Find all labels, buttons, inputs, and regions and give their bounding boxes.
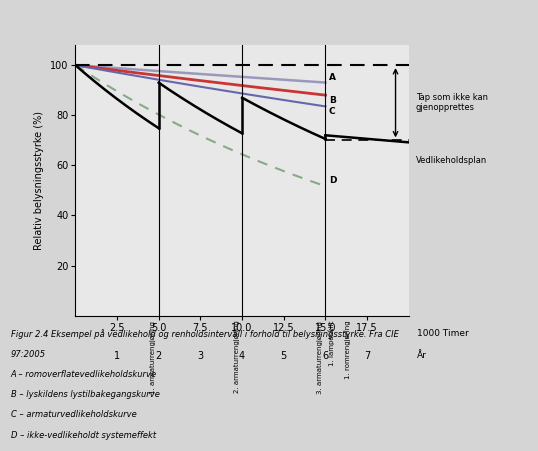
Text: C – armaturvedlikeholdskurve: C – armaturvedlikeholdskurve (11, 410, 137, 419)
Text: D – ikke-vedlikeholdt systemeffekt: D – ikke-vedlikeholdt systemeffekt (11, 431, 156, 440)
Text: 1000 Timer: 1000 Timer (417, 329, 469, 338)
Text: A: A (329, 73, 336, 82)
Text: 4: 4 (239, 351, 245, 361)
Text: 1. lampeskift: 1. lampeskift (329, 321, 336, 366)
Text: A – romoverflatevedlikeholdskurve: A – romoverflatevedlikeholdskurve (11, 370, 157, 379)
Text: 5: 5 (281, 351, 287, 361)
Text: B: B (329, 96, 336, 105)
Text: 3: 3 (197, 351, 203, 361)
Text: Figur 2.4 Eksempel på vedlikehold og renholdsintervall i forhold til belysningss: Figur 2.4 Eksempel på vedlikehold og ren… (11, 329, 399, 339)
Text: 6: 6 (322, 351, 329, 361)
Text: 3. armaturrengjøring: 3. armaturrengjøring (317, 321, 323, 394)
Text: C: C (329, 107, 336, 116)
Text: 1: 1 (114, 351, 120, 361)
Text: Vedlikeholdsplan: Vedlikeholdsplan (415, 156, 487, 165)
Text: 97:2005: 97:2005 (11, 350, 46, 359)
Text: 7: 7 (364, 351, 370, 361)
Text: 1. armaturrengjøring: 1. armaturrengjøring (150, 321, 156, 394)
Text: År: År (417, 351, 427, 360)
Text: 2: 2 (155, 351, 162, 361)
Text: Tap som ikke kan
gjenopprettes: Tap som ikke kan gjenopprettes (415, 93, 487, 112)
Text: 1. romrengjøring: 1. romrengjøring (344, 321, 351, 379)
Text: B – lyskildens lystilbakegangskurve: B – lyskildens lystilbakegangskurve (11, 390, 160, 399)
Text: D: D (329, 176, 336, 185)
Y-axis label: Relativ belysningsstyrke (%): Relativ belysningsstyrke (%) (34, 111, 45, 250)
Text: 2. armaturrengjøring: 2. armaturrengjøring (233, 321, 239, 393)
